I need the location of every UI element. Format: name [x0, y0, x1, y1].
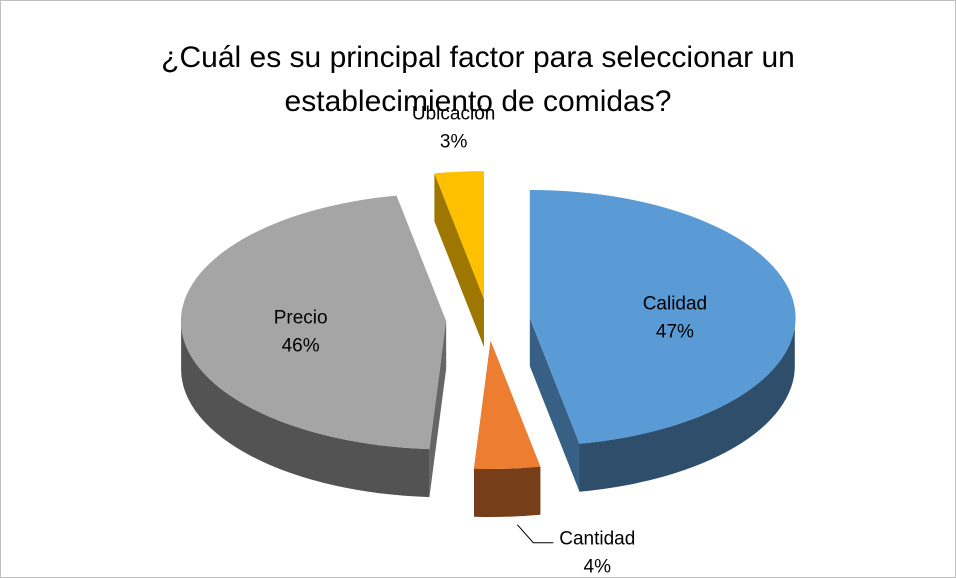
slice-top: [180, 195, 447, 450]
slice-value-label: 46%: [282, 336, 320, 357]
slice-value-label: 4%: [584, 557, 612, 578]
slice-cut-face: [429, 321, 447, 498]
slice-rim: [181, 321, 430, 498]
slice-top: [529, 189, 796, 444]
slice-value-label: 47%: [656, 321, 694, 342]
slice: [180, 195, 447, 498]
slice-rim: [474, 466, 541, 517]
leader-line: [516, 524, 554, 544]
slice: [529, 189, 796, 492]
slice-cut-face: [529, 318, 580, 492]
slice-label: Calidad: [643, 293, 707, 314]
slice-top: [474, 341, 541, 469]
slice-cut-face: [434, 173, 484, 348]
chart-title: ¿Cuál es su principal factor para selecc…: [161, 41, 795, 118]
slice: [434, 171, 484, 348]
slice: [474, 341, 541, 517]
slice-value-label: 3%: [440, 132, 468, 153]
slice-rim: [579, 318, 795, 492]
slice-label: Cantidad: [559, 529, 635, 550]
slice-label: Ubicación: [412, 104, 495, 125]
slice-top: [434, 171, 484, 300]
slice-label: Precio: [274, 308, 328, 329]
